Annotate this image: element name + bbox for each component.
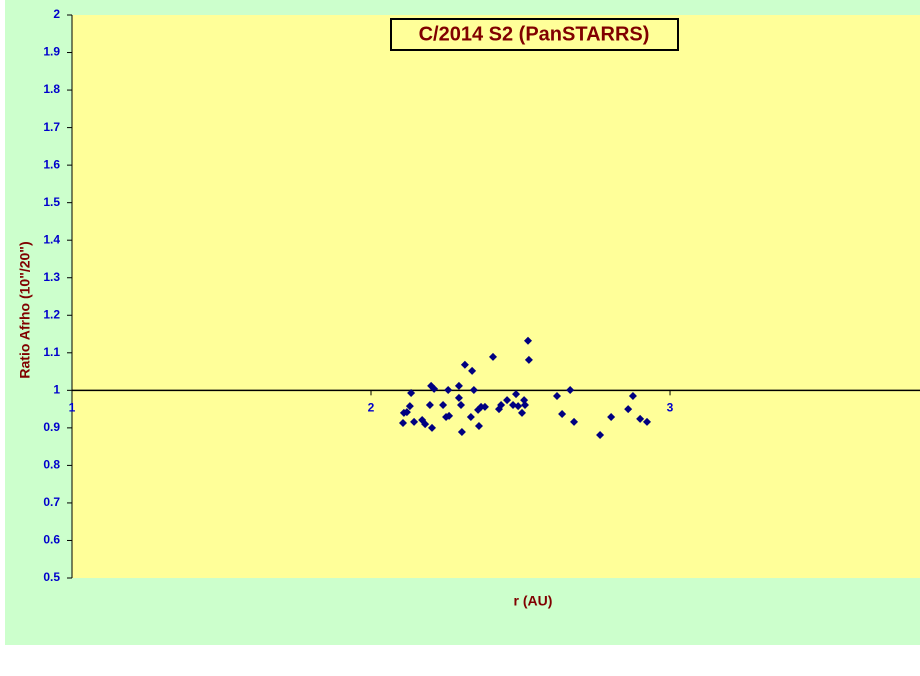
data-point [497, 400, 506, 409]
data-point [512, 390, 521, 399]
data-point [410, 417, 419, 426]
y-tick-label: 0.6 [43, 533, 60, 547]
data-point [570, 417, 579, 426]
y-tick-label: 1.7 [43, 120, 60, 134]
data-point [402, 408, 411, 417]
data-point [552, 391, 561, 400]
data-point [460, 360, 469, 369]
data-point [489, 352, 498, 361]
data-point [521, 400, 530, 409]
data-point [503, 396, 512, 405]
data-point [628, 391, 637, 400]
data-point [596, 430, 605, 439]
x-axis-label: r (AU) [514, 593, 553, 609]
x-tick-label: 3 [667, 401, 674, 415]
data-point [457, 427, 466, 436]
data-point [457, 400, 466, 409]
data-point [558, 409, 567, 418]
y-tick-label: 1.5 [43, 195, 60, 209]
data-point [480, 402, 489, 411]
x-tick-label: 1 [69, 401, 76, 415]
data-point [643, 417, 652, 426]
y-tick-label: 1.6 [43, 157, 60, 171]
title-box [390, 18, 679, 51]
y-tick-label: 0.9 [43, 420, 60, 434]
data-point [428, 423, 437, 432]
y-tick-label: 2 [53, 7, 60, 21]
y-tick-label: 1.8 [43, 82, 60, 96]
x-tick-label: 2 [368, 401, 375, 415]
data-point [474, 421, 483, 430]
chart-title: C/2014 S2 (PanSTARRS) [419, 23, 650, 45]
y-tick-label: 0.5 [43, 570, 60, 584]
data-point [425, 400, 434, 409]
y-tick-label: 1.4 [43, 232, 60, 246]
data-point [469, 385, 478, 394]
y-tick-label: 1.9 [43, 45, 60, 59]
y-tick-label: 1.3 [43, 270, 60, 284]
data-point [524, 355, 533, 364]
data-point [439, 400, 448, 409]
data-point [421, 420, 430, 429]
data-point [405, 402, 414, 411]
data-point [454, 381, 463, 390]
data-point [444, 385, 453, 394]
data-point [468, 366, 477, 375]
data-point [445, 411, 454, 420]
data-point [454, 393, 463, 402]
data-point [607, 412, 616, 421]
data-point [636, 414, 645, 423]
plot-area [72, 15, 920, 578]
data-point [399, 418, 408, 427]
data-point [430, 384, 439, 393]
y-tick-label: 1.2 [43, 307, 60, 321]
data-point [523, 336, 532, 345]
y-tick-label: 1 [53, 383, 60, 397]
y-tick-label: 0.8 [43, 458, 60, 472]
data-point [514, 402, 523, 411]
y-tick-label: 0.7 [43, 495, 60, 509]
y-axis-label: Ratio Afrho (10"/20") [17, 241, 33, 378]
data-point [624, 405, 633, 414]
data-point [466, 412, 475, 421]
y-tick-label: 1.1 [43, 345, 60, 359]
data-point [407, 388, 416, 397]
data-point [518, 408, 527, 417]
data-point [566, 385, 575, 394]
